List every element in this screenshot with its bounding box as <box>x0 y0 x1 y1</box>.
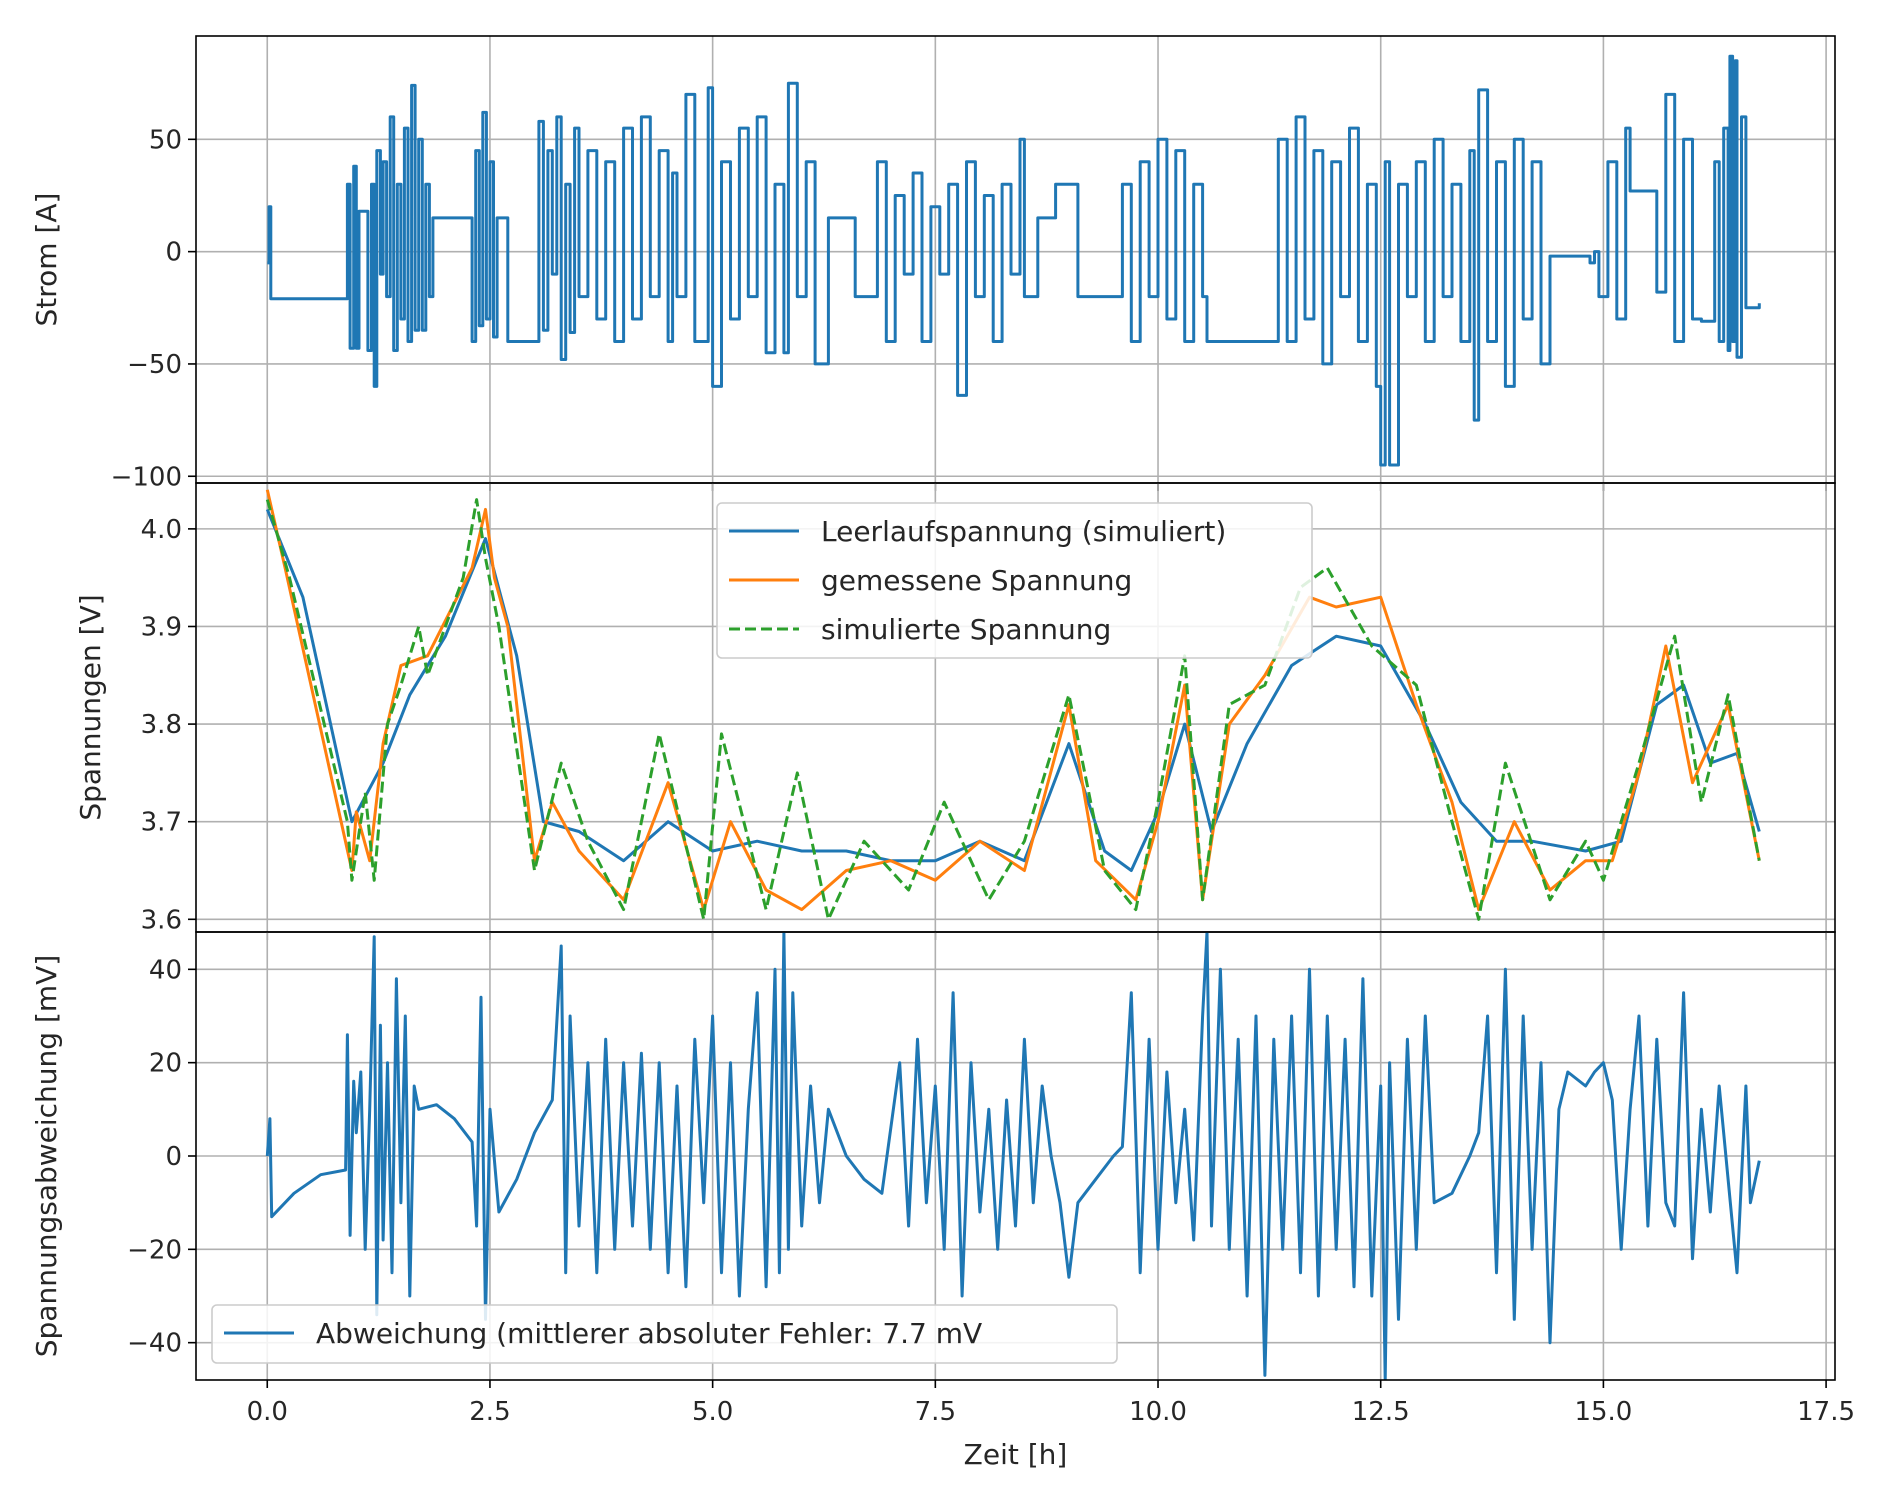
x-tick-label: 17.5 <box>1797 1397 1855 1427</box>
y-tick-label: −20 <box>127 1235 182 1265</box>
y-axis-label: Strom [A] <box>30 193 63 327</box>
series-line-abweichung-0 <box>265 932 1761 1380</box>
plot-frame <box>195 931 1836 1381</box>
y-tick-label: −50 <box>127 350 182 380</box>
x-tick-label: 7.5 <box>915 1397 956 1427</box>
x-axis-label: Zeit [h] <box>964 1438 1068 1471</box>
x-tick-label: 2.5 <box>469 1397 510 1427</box>
y-tick-label: 50 <box>149 125 182 155</box>
y-axis-label: Spannungsabweichung [mV] <box>30 955 63 1357</box>
y-tick-label: −100 <box>111 462 182 492</box>
legend-box <box>211 1304 1118 1364</box>
y-tick-label: 40 <box>149 955 182 985</box>
y-axis-label: Spannungen [V] <box>74 594 107 820</box>
x-tick-label: 12.5 <box>1352 1397 1410 1427</box>
y-tick-label: 3.6 <box>141 905 182 935</box>
x-tick-label: 10.0 <box>1129 1397 1187 1427</box>
legend: Leerlaufspannung (simuliert) gemessene Sp… <box>716 502 1313 659</box>
series-line-spannungen-1 <box>265 489 1761 912</box>
legend: Abweichung (mittlerer absoluter Fehler: … <box>211 1304 1118 1364</box>
x-tick-label: 15.0 <box>1574 1397 1632 1427</box>
y-tick-label: 3.7 <box>141 808 182 838</box>
y-tick-label: 0 <box>165 238 182 268</box>
y-tick-label: 3.9 <box>141 612 182 642</box>
legend-entry: Leerlaufspannung (simuliert) <box>821 515 1226 548</box>
panel-spannungen: 3.6 3.7 3.8 3.9 4.0 Spannungen [V] Leerlaufspa… <box>74 482 1836 940</box>
series-line-spannungen-2 <box>265 498 1761 921</box>
legend-entry: simulierte Spannung <box>821 613 1111 646</box>
series-line-strom-0 <box>267 54 1761 467</box>
panel-abweichung: 0.0 2.5 5.0 7.5 10.0 12.5 15.0 17.5 −40 −20 0 20 40 S… <box>30 931 1855 1471</box>
y-tick-label: 3.8 <box>141 710 182 740</box>
y-tick-label: 4.0 <box>141 515 182 545</box>
legend-box <box>716 502 1313 659</box>
panel-strom: −100 −50 0 50 Strom [A] <box>30 35 1836 492</box>
y-tick-label: 20 <box>149 1049 182 1079</box>
legend-entry: Abweichung (mittlerer absoluter Fehler: … <box>316 1317 982 1350</box>
legend-entry: gemessene Spannung <box>821 564 1132 597</box>
x-tick-label: 5.0 <box>692 1397 733 1427</box>
x-tick-label: 0.0 <box>247 1397 288 1427</box>
y-tick-label: 0 <box>165 1142 182 1172</box>
y-tick-label: −40 <box>127 1329 182 1359</box>
